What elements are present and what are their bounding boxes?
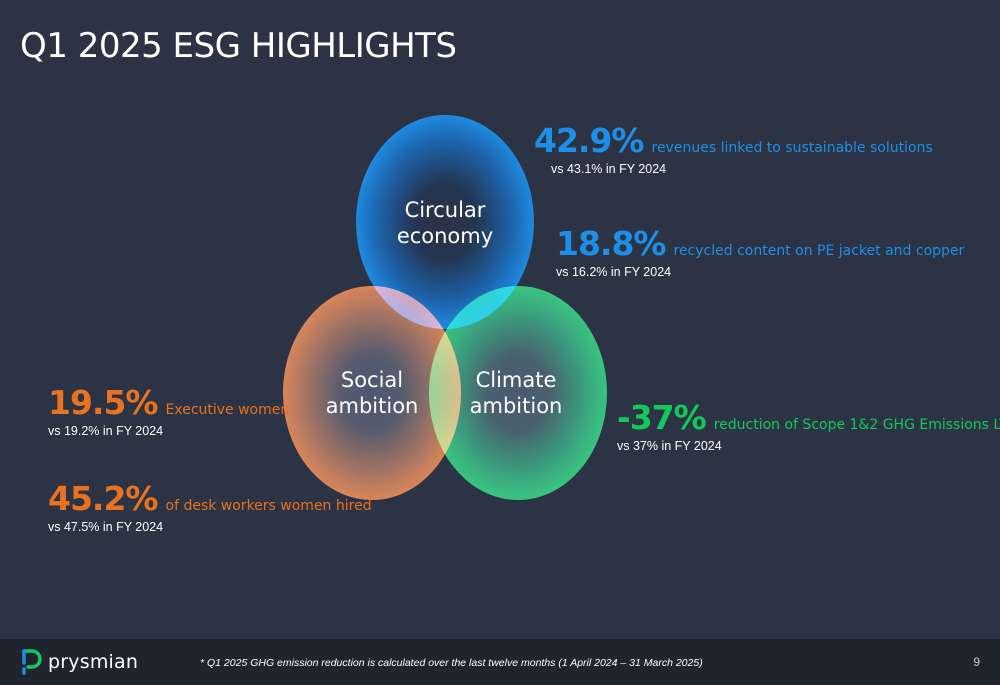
circle-label-climate-line1: Climate <box>475 368 557 392</box>
footer: prysmian * Q1 2025 GHG emission reductio… <box>0 639 1000 685</box>
metric-executive-value: 19.5% <box>48 383 158 422</box>
metric-desk-compare: vs 47.5% in FY 2024 <box>48 520 164 534</box>
circle-label-circular-line1: Circular <box>404 198 486 222</box>
circle-label-circular-line2: economy <box>396 224 494 248</box>
circle-label-social-line1: Social <box>340 368 404 392</box>
circle-climate-ambition <box>429 286 607 500</box>
metric-emissions: -37% reduction of Scope 1&2 GHG Emission… <box>617 398 1000 454</box>
metric-executive-desc: Executive women <box>165 402 290 418</box>
page-title: Q1 2025 ESG HIGHLIGHTS <box>20 26 457 66</box>
metric-desk-workers: 45.2% of desk workers women hired vs 47.… <box>48 479 372 535</box>
metric-revenues-desc: revenues linked to sustainable solutions <box>651 140 933 156</box>
circle-circular-economy <box>356 115 534 329</box>
metric-revenues: 42.9% revenues linked to sustainable sol… <box>534 121 933 177</box>
circle-label-climate-line2: ambition <box>469 394 563 418</box>
metric-revenues-compare: vs 43.1% in FY 2024 <box>551 162 667 176</box>
metric-desk-value: 45.2% <box>48 479 158 518</box>
metric-emissions-value: -37% <box>617 398 707 437</box>
metric-executive-women: 19.5% Executive women vs 19.2% in FY 202… <box>48 383 290 439</box>
page-number: 9 <box>973 655 980 669</box>
metric-executive-compare: vs 19.2% in FY 2024 <box>48 424 164 438</box>
logo-text: prysmian <box>48 651 139 673</box>
circle-label-climate: Climate ambition <box>451 367 581 419</box>
prysmian-logo: prysmian <box>20 649 138 675</box>
metric-recycled-compare: vs 16.2% in FY 2024 <box>556 265 672 279</box>
venn-diagram <box>283 115 607 500</box>
metric-emissions-desc: reduction of Scope 1&2 GHG Emissions LTM… <box>713 417 1000 433</box>
metric-recycled-desc: recycled content on PE jacket and copper <box>673 243 965 259</box>
circle-label-social-line2: ambition <box>325 394 419 418</box>
circle-label-circular: Circular economy <box>380 197 510 249</box>
circle-social-ambition <box>283 286 461 500</box>
footnote: * Q1 2025 GHG emission reduction is calc… <box>200 657 703 669</box>
prysmian-logo-icon <box>22 649 42 675</box>
metric-desk-desc: of desk workers women hired <box>165 498 372 514</box>
metric-recycled-value: 18.8% <box>556 224 666 263</box>
metric-recycled: 18.8% recycled content on PE jacket and … <box>556 224 965 280</box>
metric-revenues-value: 42.9% <box>534 121 644 160</box>
metric-emissions-compare: vs 37% in FY 2024 <box>617 439 722 453</box>
circle-label-social: Social ambition <box>307 367 437 419</box>
